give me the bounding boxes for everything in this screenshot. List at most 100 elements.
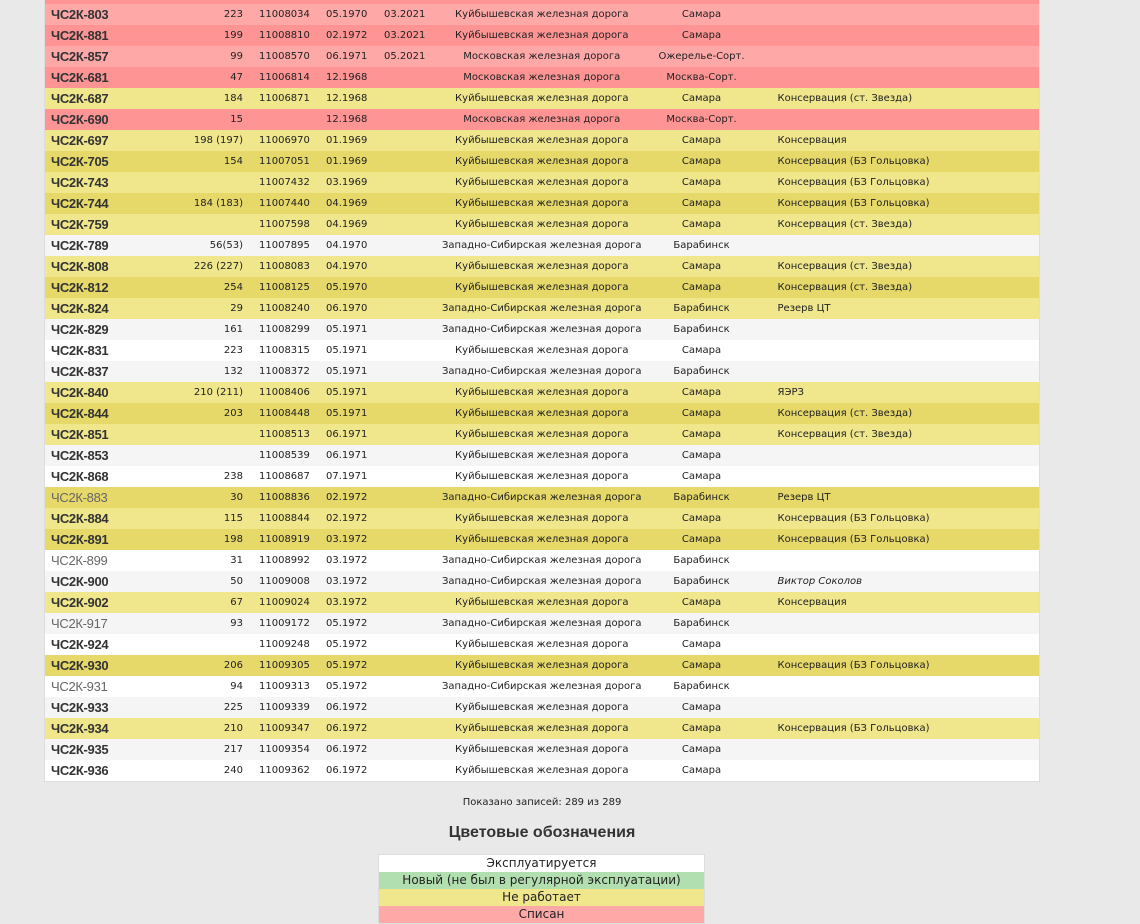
depot-cell: Самара [681,93,722,104]
note-cell: Консервация [777,135,847,146]
note-cell: Консервация (БЗ Гольцовка) [777,534,930,545]
serial-cell: 11008810 [259,30,310,41]
locomotive-link[interactable]: ЧС2К-837 [51,364,109,379]
locomotive-link[interactable]: ЧС2К-824 [51,301,109,316]
depot-cell: Ожерелье-Сорт. [658,51,745,62]
note-cell: Виктор Соколов [777,576,863,587]
locomotive-link[interactable]: ЧС2К-789 [51,238,109,253]
built-date-cell: 05.1972 [326,639,368,650]
locomotive-link[interactable]: ЧС2К-829 [51,322,109,337]
locomotive-link[interactable]: ЧС2К-935 [51,742,109,757]
built-date-cell: 03.1972 [326,534,368,545]
railway-cell: Куйбышевская железная дорога [455,723,629,734]
retired-date-cell [384,466,442,487]
depot-cell: Самара [681,639,722,650]
locomotive-link[interactable]: ЧС2К-883 [51,490,108,505]
serial-cell: 11009008 [259,576,310,587]
locomotive-link[interactable]: ЧС2К-831 [51,343,109,358]
legend-title: Цветовые обозначения [448,824,636,841]
locomotive-link[interactable]: ЧС2К-900 [51,574,109,589]
railway-cell: Московская железная дорога [463,114,621,125]
locomotive-link[interactable]: ЧС2К-803 [51,7,109,22]
retired-date-cell [384,130,442,151]
locomotive-link[interactable]: ЧС2К-902 [51,595,109,610]
retired-date-cell [384,508,442,529]
retired-date-cell [384,382,442,403]
locomotive-link[interactable]: ЧС2К-743 [51,175,109,190]
railway-cell: Куйбышевская железная дорога [455,660,629,671]
number-cell: 93 [230,618,243,629]
serial-cell: 11008687 [259,471,310,482]
locomotive-link[interactable]: ЧС2К-690 [51,112,109,127]
depot-cell: Самара [681,219,722,230]
locomotive-link[interactable]: ЧС2К-917 [51,616,108,631]
railway-cell: Куйбышевская железная дорога [455,408,629,419]
note-cell [762,676,1040,697]
depot-cell: Барабинск [673,681,730,692]
locomotive-link[interactable]: ЧС2К-899 [51,553,108,568]
locomotive-link[interactable]: ЧС2К-924 [51,637,109,652]
built-date-cell: 06.1972 [326,723,368,734]
built-date-cell: 03.1972 [326,555,368,566]
built-date-cell: 06.1972 [326,765,368,776]
locomotive-link[interactable]: ЧС2К-931 [51,679,108,694]
retired-date-cell [384,739,442,760]
locomotive-link[interactable]: ЧС2К-884 [51,511,109,526]
number-cell: 210 [223,723,243,734]
locomotive-link[interactable]: ЧС2К-930 [51,658,109,673]
depot-cell: Самара [681,345,722,356]
depot-cell: Барабинск [673,366,730,377]
table-row: ЧС2К-868 238 11008687 07.1971 Куйбышевская ж… [44,466,1040,487]
locomotive-link[interactable]: ЧС2К-687 [51,91,109,106]
table-row: ЧС2К-933 225 11009339 06.1972 Куйбышевская ж… [44,697,1040,718]
railway-cell: Западно-Сибирская железная дорога [442,324,642,335]
locomotive-link[interactable]: ЧС2К-934 [51,721,109,736]
locomotive-link[interactable]: ЧС2К-808 [51,259,109,274]
number-cell: 240 [223,765,243,776]
locomotive-link[interactable]: ЧС2К-868 [51,469,109,484]
railway-cell: Западно-Сибирская железная дорога [442,618,642,629]
locomotive-link[interactable]: ЧС2К-759 [51,217,109,232]
locomotive-link[interactable]: ЧС2К-936 [51,763,109,778]
retired-date-cell [384,277,442,298]
locomotive-link[interactable]: ЧС2К-881 [51,28,109,43]
legend-not-working: Не работает [379,889,704,906]
number-cell: 47 [230,72,243,83]
locomotive-link[interactable]: ЧС2К-744 [51,196,109,211]
locomotive-link[interactable]: ЧС2К-891 [51,532,109,547]
locomotive-link[interactable]: ЧС2К-933 [51,700,109,715]
locomotive-link[interactable]: ЧС2К-840 [51,385,109,400]
table-row: ЧС2К-935 217 11009354 06.1972 Куйбышевская ж… [44,739,1040,760]
table-row: ЧС2К-759 11007598 04.1969 Куйбышевская желе… [44,214,1040,235]
table-row: ЧС2К-934 210 11009347 06.1972 Куйбышевская ж… [44,718,1040,739]
locomotive-link[interactable]: ЧС2К-697 [51,133,109,148]
railway-cell: Куйбышевская железная дорога [455,597,629,608]
depot-cell: Самара [681,282,722,293]
retired-date-cell [384,718,442,739]
serial-cell [259,109,326,130]
retired-date-cell [384,424,442,445]
table-row: ЧС2К-857 99 11008570 06.1971 05.2021 Московск… [44,46,1040,67]
locomotive-link[interactable]: ЧС2К-851 [51,427,109,442]
depot-cell: Самара [681,198,722,209]
serial-cell: 11008125 [259,282,310,293]
number-cell: 50 [230,576,243,587]
built-date-cell: 05.1971 [326,408,368,419]
locomotive-link[interactable]: ЧС2К-857 [51,49,109,64]
built-date-cell: 04.1970 [326,240,368,251]
depot-cell: Москва-Сорт. [666,72,737,83]
locomotive-link[interactable]: ЧС2К-844 [51,406,109,421]
locomotive-link[interactable]: ЧС2К-705 [51,154,109,169]
note-cell [762,739,1040,760]
serial-cell: 11009172 [259,618,310,629]
table-row: ЧС2К-744 184 (183) 11007440 04.1969 Куйбышев… [44,193,1040,214]
locomotive-link[interactable]: ЧС2К-853 [51,448,109,463]
locomotive-link[interactable]: ЧС2К-681 [51,70,109,85]
depot-cell: Барабинск [673,240,730,251]
locomotive-link[interactable]: ЧС2К-812 [51,280,109,295]
note-cell: ЯЭРЗ [777,387,804,398]
railway-cell: Московская железная дорога [463,72,621,83]
number-cell: 225 [223,702,243,713]
number-cell: 184 [223,93,243,104]
retired-date-cell [384,592,442,613]
